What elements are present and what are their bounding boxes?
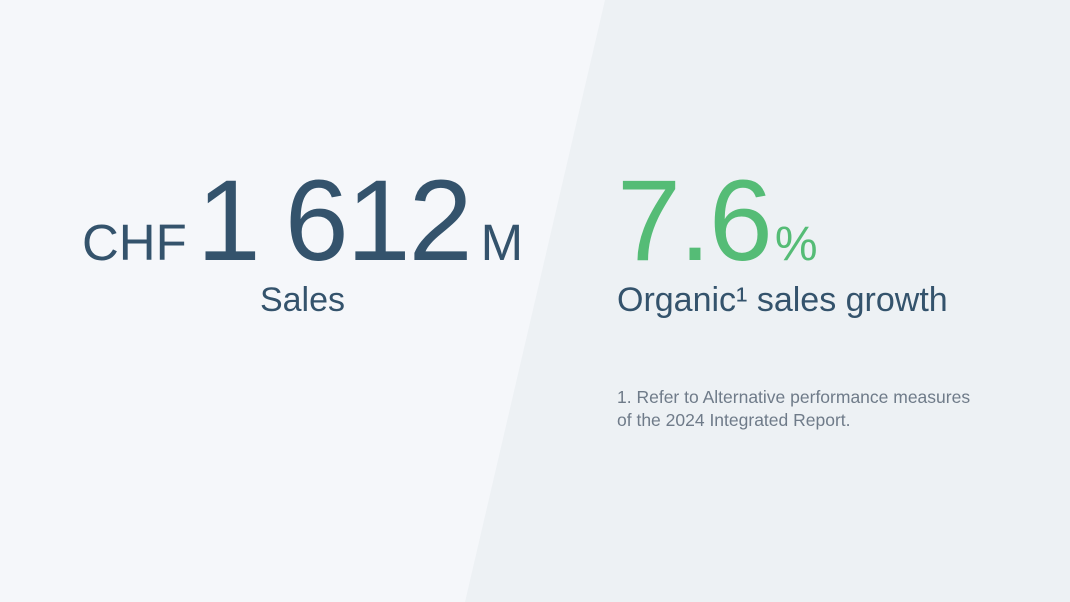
sales-stat: CHF 1 612 M Sales (0, 164, 605, 319)
sales-label: Sales (259, 281, 346, 319)
sales-unit: M (480, 214, 524, 271)
footnote: 1. Refer to Alternative performance meas… (617, 387, 971, 430)
growth-label: Organic¹ sales growth (617, 281, 948, 319)
growth-value: 7.6 (617, 157, 773, 285)
sales-value: 1 612 (196, 157, 473, 285)
growth-figure: 7.6 % (617, 164, 818, 279)
growth-unit: % (774, 218, 818, 271)
sales-figure: CHF 1 612 M (0, 164, 605, 279)
sales-currency: CHF (81, 214, 187, 271)
